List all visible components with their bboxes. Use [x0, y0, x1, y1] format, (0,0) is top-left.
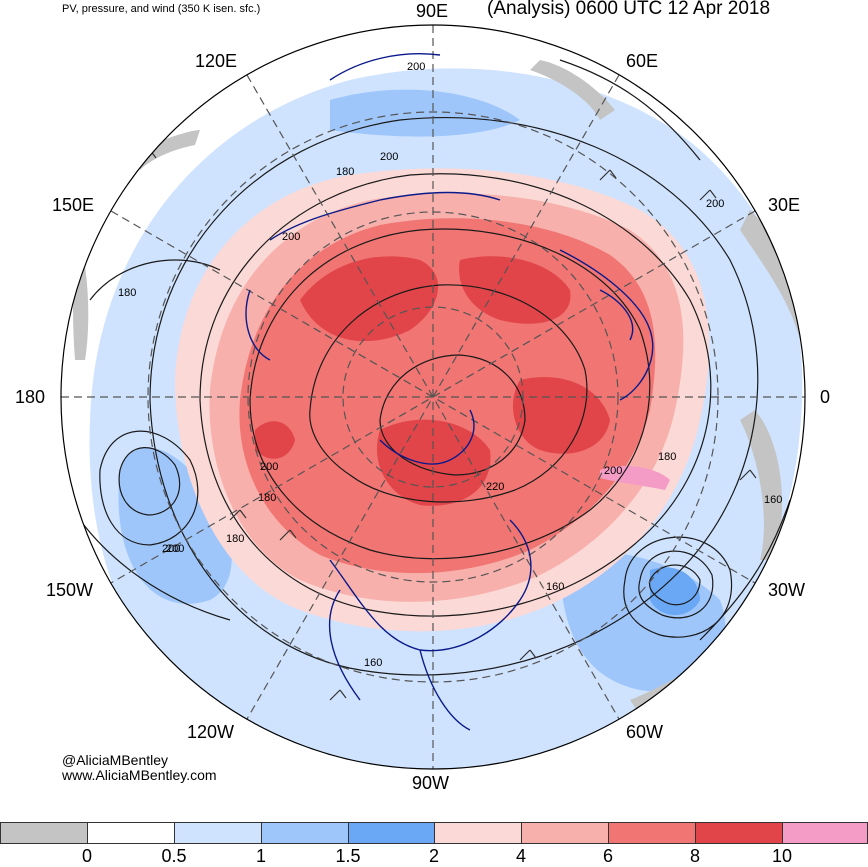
coastlines: [245, 53, 654, 731]
lon-label-180: 180: [15, 387, 46, 407]
colorbar-swatch: [0, 822, 88, 844]
lon-label-120e: 120E: [195, 51, 238, 71]
contour-label: 200: [380, 151, 398, 163]
contour-label: 200: [604, 465, 622, 477]
lon-label-90e: 90E: [416, 1, 449, 21]
colorbar-swatch: [521, 822, 609, 844]
contour-label-group: 200 200 180 200 200 180 200 200 180 180 …: [118, 61, 782, 669]
lon-label-0: 0: [820, 387, 831, 407]
contour-label: 160: [764, 494, 782, 506]
credit-website: www.AliciaMBentley.com: [62, 767, 217, 783]
lon-label-30e: 30E: [768, 195, 801, 215]
credit-handle: @AliciaMBentley: [62, 752, 169, 768]
contour-label: 180: [336, 166, 354, 178]
contour-label: 220: [486, 481, 504, 493]
wind-barbs: [139, 149, 757, 701]
colorbar-tick: 0: [81, 846, 93, 866]
contour-label: 180: [658, 451, 676, 463]
contour-label: 200: [407, 61, 425, 73]
colorbar-swatch: [87, 822, 175, 844]
colorbar: [0, 822, 868, 844]
contour-label: 200: [282, 231, 300, 243]
colorbar-swatch: [261, 822, 349, 844]
contour-label: 180: [226, 533, 244, 545]
contour-label: 160: [364, 657, 382, 669]
lon-label-150w: 150W: [46, 580, 94, 600]
colorbar-swatch: [348, 822, 435, 844]
map-border: [60, 24, 806, 770]
polar-map: 200 200 180 200 200 180 200 200 180 180 …: [60, 24, 806, 770]
colorbar-swatch: [434, 822, 522, 844]
lon-label-120w: 120W: [187, 722, 235, 742]
contour-label: 200: [162, 543, 180, 555]
colorbar-tick: 1.5: [335, 846, 361, 866]
contour-label: 200: [706, 198, 724, 210]
colorbar-tick: 4: [515, 846, 527, 866]
map-subtitle: PV, pressure, and wind (350 K isen. sfc.…: [62, 3, 261, 15]
colorbar-tick: 0.5: [161, 846, 187, 866]
lon-label-150e: 150E: [52, 195, 95, 215]
lon-label-90w: 90W: [412, 773, 450, 793]
lon-label-60w: 60W: [626, 722, 664, 742]
lon-label-60e: 60E: [626, 51, 659, 71]
colorbar-tick: 10: [771, 846, 793, 866]
lon-label-30w: 30W: [768, 580, 806, 600]
colorbar-swatch: [782, 822, 868, 844]
pressure-contours: [79, 59, 791, 676]
colorbar-tick: 6: [602, 846, 614, 866]
colorbar-swatch: [174, 822, 262, 844]
colorbar-swatch: [608, 822, 696, 844]
contour-label: 160: [546, 581, 564, 593]
contour-label: 180: [258, 492, 276, 504]
contour-label: 200: [166, 543, 184, 555]
colorbar-tick: 1: [255, 846, 267, 866]
contour-label: 180: [118, 287, 136, 299]
colorbar-tick: 2: [428, 846, 440, 866]
map-field: [61, 25, 805, 769]
map-title: (Analysis) 0600 UTC 12 Apr 2018: [487, 0, 771, 19]
colorbar-tick: 8: [689, 846, 701, 866]
contour-label: 200: [260, 461, 278, 473]
graticule: [61, 25, 805, 769]
colorbar-swatch: [695, 822, 783, 844]
